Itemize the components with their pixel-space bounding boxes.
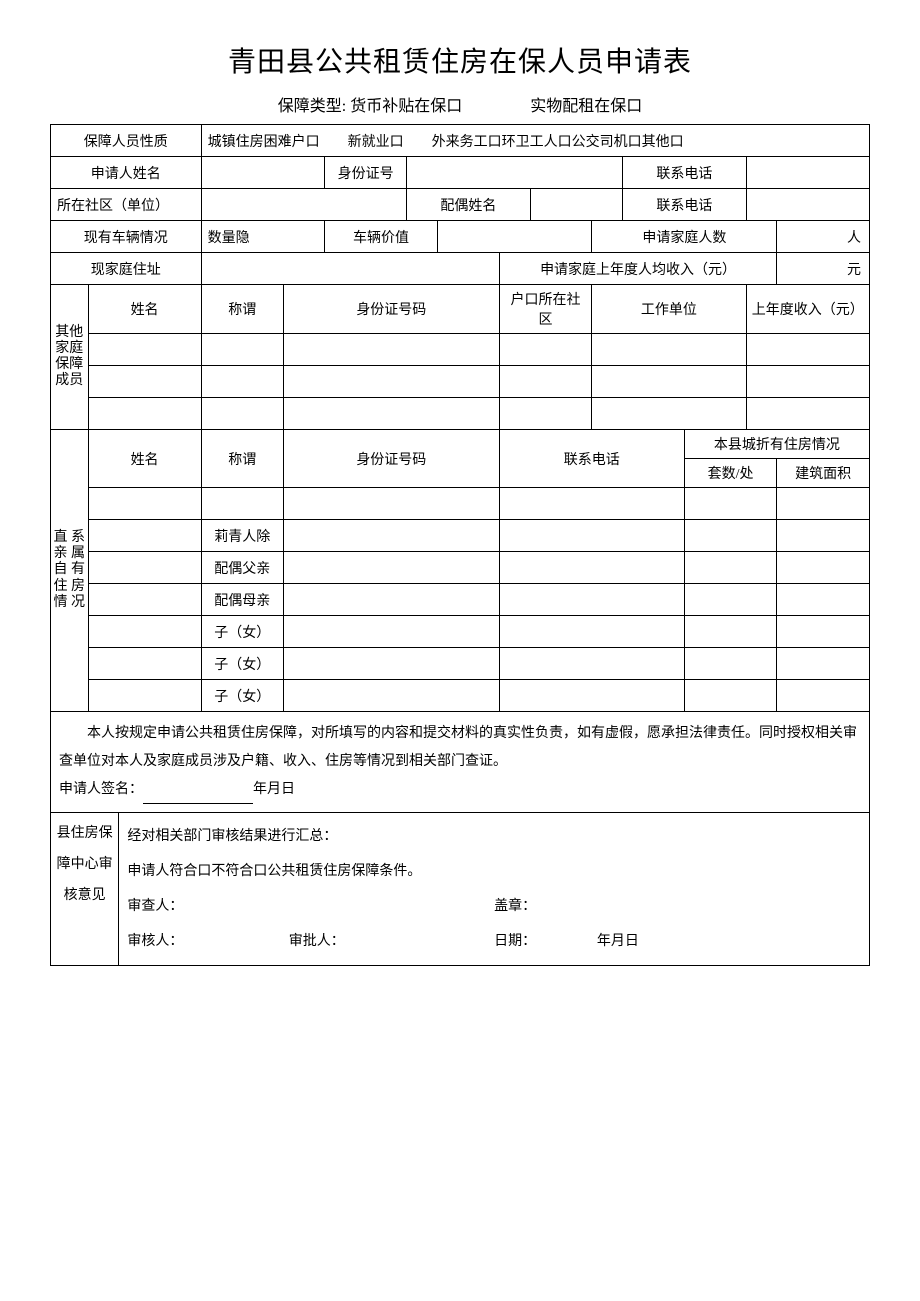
fm-relation-header: 称谓 bbox=[201, 285, 283, 334]
rel-id-header: 身份证号码 bbox=[283, 430, 499, 488]
review-date-value: 年月日 bbox=[597, 924, 639, 959]
review-line2: 申请人符合口不符合口公共租赁住房保障条件。 bbox=[127, 854, 861, 889]
applicant-name-field[interactable] bbox=[201, 157, 324, 189]
person-type-label: 保障人员性质 bbox=[51, 125, 202, 157]
rel-phone-header: 联系电话 bbox=[499, 430, 684, 488]
applicant-id-field[interactable] bbox=[407, 157, 623, 189]
vehicle-qty-label: 数量隐 bbox=[201, 221, 324, 253]
applicant-phone-field[interactable] bbox=[746, 157, 869, 189]
spouse-phone-field[interactable] bbox=[746, 189, 869, 221]
spouse-name-field[interactable] bbox=[530, 189, 623, 221]
fm-row-1[interactable] bbox=[51, 334, 870, 366]
approver-label: 审批人： bbox=[289, 924, 494, 959]
reviewer2-label: 审核人： bbox=[127, 924, 288, 959]
fm-workplace-header: 工作单位 bbox=[592, 285, 746, 334]
rel-house-count-header: 套数/处 bbox=[684, 459, 777, 488]
relatives-side-label: 直 系亲 属自 有住 房情 况 bbox=[51, 430, 89, 712]
review-side-label: 县住房保障中心审核意见 bbox=[51, 813, 119, 966]
reviewer1-label: 审查人： bbox=[127, 889, 494, 924]
income-label: 申请家庭上年度人均收入（元） bbox=[499, 253, 777, 285]
fm-community-header: 户口所在社区 bbox=[499, 285, 592, 334]
review-line1: 经对相关部门审核结果进行汇总： bbox=[127, 819, 861, 854]
rel-name-header: 姓名 bbox=[88, 430, 201, 488]
rel-relation-header: 称谓 bbox=[201, 430, 283, 488]
fm-id-header: 身份证号码 bbox=[283, 285, 499, 334]
declaration-sig-label: 申请人签名： bbox=[59, 782, 143, 797]
rel-row-4[interactable]: 配偶母亲 bbox=[51, 584, 870, 616]
family-count-label: 申请家庭人数 bbox=[592, 221, 777, 253]
rel-row-1[interactable] bbox=[51, 488, 870, 520]
spouse-name-label: 配偶姓名 bbox=[407, 189, 530, 221]
rel-row-6[interactable]: 子（女） bbox=[51, 648, 870, 680]
rel-row-3[interactable]: 配偶父亲 bbox=[51, 552, 870, 584]
fm-row-2[interactable] bbox=[51, 366, 870, 398]
vehicle-label: 现有车辆情况 bbox=[51, 221, 202, 253]
applicant-name-label: 申请人姓名 bbox=[51, 157, 202, 189]
family-count-unit: 人 bbox=[777, 221, 870, 253]
applicant-id-label: 身份证号 bbox=[324, 157, 406, 189]
rel-row-5[interactable]: 子（女） bbox=[51, 616, 870, 648]
fm-row-3[interactable] bbox=[51, 398, 870, 430]
income-unit: 元 bbox=[777, 253, 870, 285]
person-type-options[interactable]: 城镇住房困难户口 新就业口 外来务工口环卫工人口公交司机口其他口 bbox=[201, 125, 869, 157]
review-date-label: 日期： bbox=[494, 924, 597, 959]
subtitle-opt2: 实物配租在保口 bbox=[530, 98, 642, 115]
subtitle-line: 保障类型: 货币补贴在保口 实物配租在保口 bbox=[50, 92, 870, 116]
applicant-phone-label: 联系电话 bbox=[623, 157, 746, 189]
seal-label: 盖章： bbox=[494, 889, 536, 924]
unit-field[interactable] bbox=[201, 189, 407, 221]
rel-row-7[interactable]: 子（女） bbox=[51, 680, 870, 712]
rel-row-2[interactable]: 莉青人除 bbox=[51, 520, 870, 552]
fm-name-header: 姓名 bbox=[88, 285, 201, 334]
vehicle-value-field[interactable] bbox=[438, 221, 592, 253]
declaration-block: 本人按规定申请公共租赁住房保障，对所填写的内容和提交材料的真实性负责，如有虚假，… bbox=[51, 712, 870, 813]
unit-label: 所在社区（单位） bbox=[51, 189, 202, 221]
family-members-side-label: 其他家庭保障成员 bbox=[51, 285, 89, 430]
rel-house-header: 本县城折有住房情况 bbox=[684, 430, 869, 459]
review-content: 经对相关部门审核结果进行汇总： 申请人符合口不符合口公共租赁住房保障条件。 审查… bbox=[119, 813, 870, 966]
application-table: 保障人员性质 城镇住房困难户口 新就业口 外来务工口环卫工人口公交司机口其他口 … bbox=[50, 124, 870, 966]
address-field[interactable] bbox=[201, 253, 499, 285]
spouse-phone-label: 联系电话 bbox=[623, 189, 746, 221]
declaration-text: 本人按规定申请公共租赁住房保障，对所填写的内容和提交材料的真实性负责，如有虚假，… bbox=[59, 720, 861, 776]
subtitle-opt1: 货币补贴在保口 bbox=[350, 98, 462, 115]
form-title: 青田县公共租赁住房在保人员申请表 bbox=[50, 40, 870, 80]
fm-income-header: 上年度收入（元） bbox=[746, 285, 869, 334]
vehicle-value-label: 车辆价值 bbox=[324, 221, 437, 253]
rel-house-area-header: 建筑面积 bbox=[777, 459, 870, 488]
address-label: 现家庭住址 bbox=[51, 253, 202, 285]
declaration-date: 年月日 bbox=[253, 782, 295, 797]
signature-line[interactable] bbox=[143, 803, 253, 804]
subtitle-label: 保障类型: bbox=[278, 98, 346, 115]
